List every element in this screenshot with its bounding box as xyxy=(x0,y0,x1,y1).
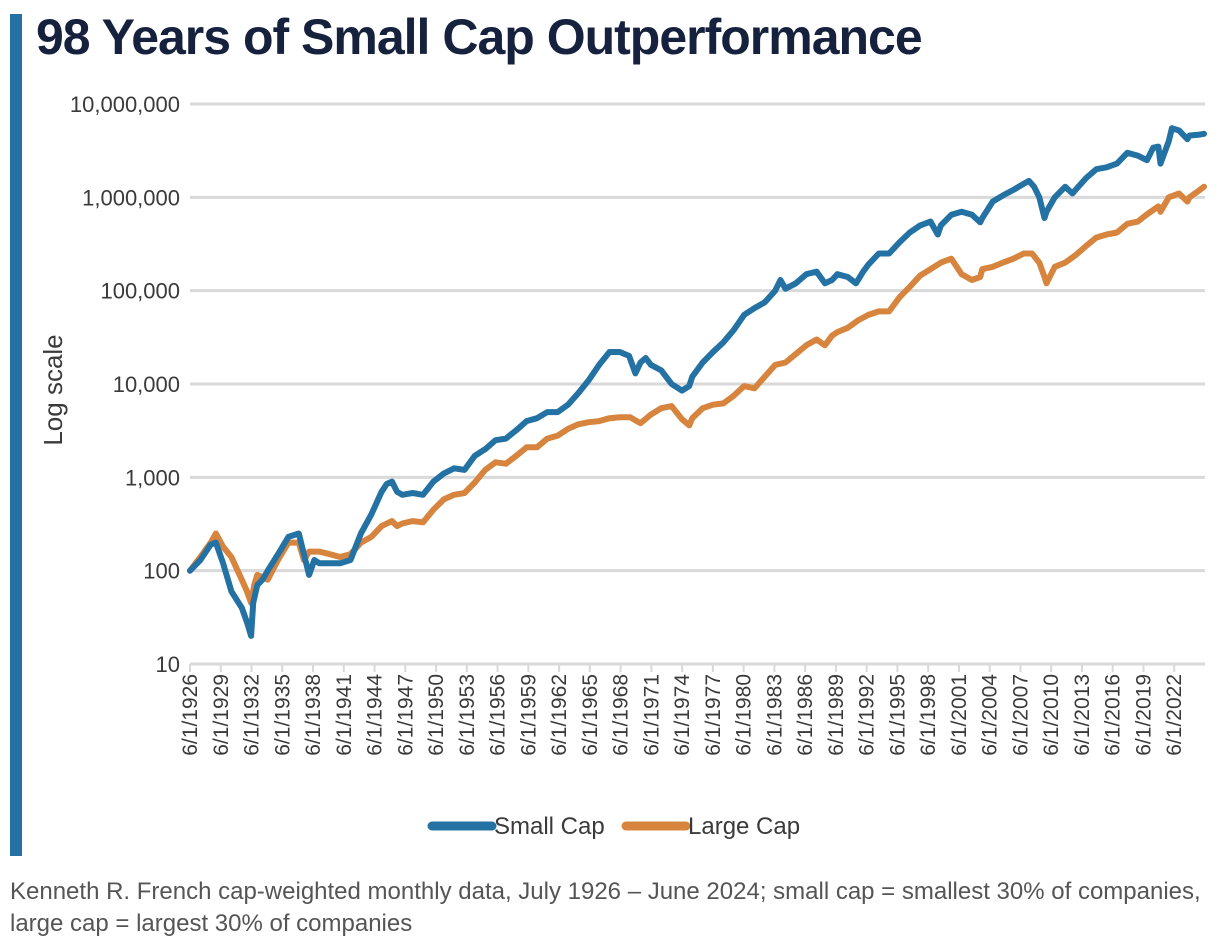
x-tick-label: 6/1/1980 xyxy=(733,674,756,756)
series-line-large-cap xyxy=(187,183,1207,606)
x-tick-label: 6/1/1926 xyxy=(179,674,202,756)
y-tick-label: 10 xyxy=(156,652,180,677)
legend-label-small-cap: Small Cap xyxy=(494,813,605,840)
x-tick-label: 6/1/2004 xyxy=(979,674,1002,756)
x-tick-label: 6/1/1953 xyxy=(456,674,479,756)
x-tick-label: 6/1/2010 xyxy=(1040,674,1063,756)
y-axis-label: Log scale xyxy=(38,334,68,445)
y-tick-label: 10,000 xyxy=(113,372,180,397)
x-tick-label: 6/1/2013 xyxy=(1071,674,1094,756)
x-tick-label: 6/1/1992 xyxy=(856,674,879,756)
x-tick-label: 6/1/1941 xyxy=(333,674,356,756)
x-tick-label: 6/1/1989 xyxy=(825,674,848,756)
x-tick-label: 6/1/1962 xyxy=(548,674,571,756)
series-line-small-cap xyxy=(187,125,1207,639)
accent-bar xyxy=(10,14,22,856)
x-tick-label: 6/1/2019 xyxy=(1132,674,1155,756)
legend: Small Cap Large Cap xyxy=(427,813,800,840)
legend-label-large-cap: Large Cap xyxy=(688,813,800,840)
x-tick-label: 6/1/1968 xyxy=(610,674,633,756)
grid-lines xyxy=(190,102,1205,573)
x-tick-label: 6/1/1965 xyxy=(579,674,602,756)
x-tick-label: 6/1/1983 xyxy=(763,674,786,756)
x-tick-label: 6/1/2007 xyxy=(1009,674,1032,756)
x-tick-label: 6/1/1977 xyxy=(702,674,725,756)
x-tick-label: 6/1/1947 xyxy=(394,674,417,756)
y-tick-label: 100,000 xyxy=(100,279,180,304)
x-tick-label: 6/1/1995 xyxy=(886,674,909,756)
y-tick-label: 100 xyxy=(143,559,180,584)
x-axis-ticks: 6/1/1926 6/1/1929 6/1/1932 6/1/1935 6/1/1938… xyxy=(179,664,1186,756)
x-tick-label: 6/1/1938 xyxy=(302,674,325,756)
x-tick-label: 6/1/1956 xyxy=(487,674,510,756)
x-tick-label: 6/1/2016 xyxy=(1102,674,1125,756)
x-tick-label: 6/1/2022 xyxy=(1163,674,1186,756)
x-tick-label: 6/1/1950 xyxy=(425,674,448,756)
y-tick-label: 1,000 xyxy=(125,465,180,490)
x-tick-label: 6/1/1959 xyxy=(517,674,540,756)
chart: 10 100 1,000 10,000 100,000 1,000,000 10,000,0… xyxy=(38,92,1207,840)
x-tick-label: 6/1/1974 xyxy=(671,674,694,756)
x-tick-label: 6/1/2001 xyxy=(948,674,971,756)
x-tick-label: 6/1/1971 xyxy=(640,674,663,756)
x-tick-label: 6/1/1935 xyxy=(271,674,294,756)
x-tick-label: 6/1/1929 xyxy=(210,674,233,756)
chart-title: 98 Years of Small Cap Outperformance xyxy=(36,9,923,65)
x-tick-label: 6/1/1944 xyxy=(364,674,387,756)
y-axis-ticks: 10 100 1,000 10,000 100,000 1,000,000 10,000,0… xyxy=(70,92,180,677)
x-tick-label: 6/1/1998 xyxy=(917,674,940,756)
y-tick-label: 1,000,000 xyxy=(82,185,180,210)
x-tick-label: 6/1/1932 xyxy=(241,674,264,756)
footnote: Kenneth R. French cap-weighted monthly d… xyxy=(10,878,1201,937)
y-tick-label: 10,000,000 xyxy=(70,92,180,117)
series-lines xyxy=(187,125,1207,639)
x-tick-label: 6/1/1986 xyxy=(794,674,817,756)
